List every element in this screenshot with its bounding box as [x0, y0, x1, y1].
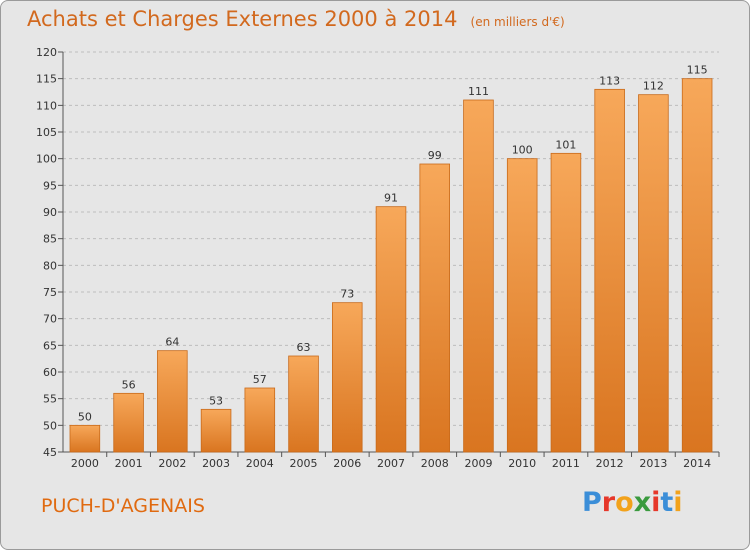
bar-2006 [331, 302, 363, 453]
y-tick-label: 120 [36, 46, 57, 59]
y-tick-label: 45 [43, 446, 57, 459]
data-label: 73 [340, 288, 354, 301]
bar-2008 [419, 163, 451, 453]
x-tick-label: 2002 [158, 457, 186, 470]
x-tick-label: 2006 [333, 457, 361, 470]
y-tick-label: 105 [36, 126, 57, 139]
y-tick-label: 70 [43, 313, 57, 326]
y-tick-label: 65 [43, 339, 57, 352]
x-tick-label: 2000 [71, 457, 99, 470]
bar-2001 [113, 392, 144, 453]
y-tick-label: 85 [43, 233, 57, 246]
bar-2000 [69, 424, 101, 453]
proxiti-logo: Proxiti [582, 487, 683, 518]
y-tick-label: 115 [36, 73, 57, 86]
location-label: PUCH-D'AGENAIS [41, 495, 205, 517]
data-label: 91 [384, 192, 398, 205]
data-label: 56 [122, 378, 136, 391]
data-label: 57 [253, 373, 267, 386]
data-label: 113 [599, 74, 620, 87]
chart-subtitle: (en milliers d'€) [470, 15, 565, 29]
x-tick-label: 2001 [115, 457, 143, 470]
y-tick-label: 80 [43, 259, 57, 272]
logo-letter: r [601, 487, 616, 518]
logo-letter: o [615, 487, 634, 518]
bar-2011 [550, 152, 582, 453]
y-tick-label: 75 [43, 286, 57, 299]
data-label: 100 [512, 144, 533, 157]
bar-2005 [288, 355, 319, 453]
y-tick-label: 50 [43, 419, 57, 432]
y-tick-label: 110 [36, 99, 57, 112]
x-tick-label: 2008 [421, 457, 449, 470]
bar-2004 [244, 387, 276, 453]
y-tick-label: 100 [36, 153, 57, 166]
chart-title-block: Achats et Charges Externes 2000 à 2014 (… [27, 7, 565, 31]
bar-2003 [200, 408, 232, 453]
bar-2007 [375, 206, 407, 453]
data-label: 111 [468, 85, 489, 98]
y-tick-label: 55 [43, 393, 57, 406]
bar-2009 [463, 99, 494, 453]
logo-letter: x [633, 487, 652, 518]
logo-letter: i [673, 487, 683, 518]
x-tick-label: 2014 [683, 457, 711, 470]
data-label: 63 [297, 341, 311, 354]
x-tick-label: 2010 [508, 457, 536, 470]
logo-letter: t [660, 487, 674, 518]
logo-letter: P [582, 487, 602, 518]
x-tick-label: 2004 [246, 457, 274, 470]
logo-letter: i [651, 487, 661, 518]
bar-2002 [157, 350, 188, 453]
x-tick-label: 2012 [596, 457, 624, 470]
data-label: 115 [687, 64, 708, 77]
labels: 45 50 55 60 65 70 75 80 85 90 95 100 105 110 115 120 50 2… [36, 46, 711, 470]
x-tick-label: 2013 [639, 457, 667, 470]
bar-2010 [506, 158, 538, 453]
bars [69, 78, 713, 453]
bar-2013 [638, 94, 669, 453]
y-tick-label: 60 [43, 366, 57, 379]
data-label: 50 [78, 410, 92, 423]
x-tick-label: 2007 [377, 457, 405, 470]
data-label: 112 [643, 80, 664, 93]
x-tick-label: 2005 [290, 457, 318, 470]
x-tick-label: 2003 [202, 457, 230, 470]
data-label: 53 [209, 394, 223, 407]
data-label: 99 [428, 149, 442, 162]
chart-title: Achats et Charges Externes 2000 à 2014 [27, 7, 458, 31]
bar-2012 [594, 88, 625, 453]
x-tick-label: 2009 [464, 457, 492, 470]
x-tick-label: 2011 [552, 457, 580, 470]
data-label: 64 [165, 336, 179, 349]
y-tick-label: 90 [43, 206, 57, 219]
data-label: 101 [555, 138, 576, 151]
bar-2014 [681, 78, 713, 453]
y-tick-label: 95 [43, 179, 57, 192]
